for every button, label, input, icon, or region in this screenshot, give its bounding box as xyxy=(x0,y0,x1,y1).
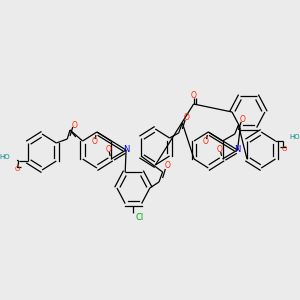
Text: O: O xyxy=(191,91,197,100)
Text: Cl: Cl xyxy=(135,214,143,223)
Text: O: O xyxy=(72,121,77,130)
Text: HO: HO xyxy=(289,134,300,140)
Text: O: O xyxy=(217,146,223,154)
Text: O: O xyxy=(184,112,190,122)
Text: N: N xyxy=(234,146,241,154)
Text: O: O xyxy=(240,115,246,124)
Text: HO: HO xyxy=(0,154,10,160)
Text: O: O xyxy=(105,146,111,154)
Text: O: O xyxy=(14,166,20,172)
Text: O: O xyxy=(164,161,170,170)
Text: O: O xyxy=(282,146,287,152)
Text: O: O xyxy=(91,136,97,146)
Text: O: O xyxy=(202,136,208,146)
Text: N: N xyxy=(123,146,129,154)
